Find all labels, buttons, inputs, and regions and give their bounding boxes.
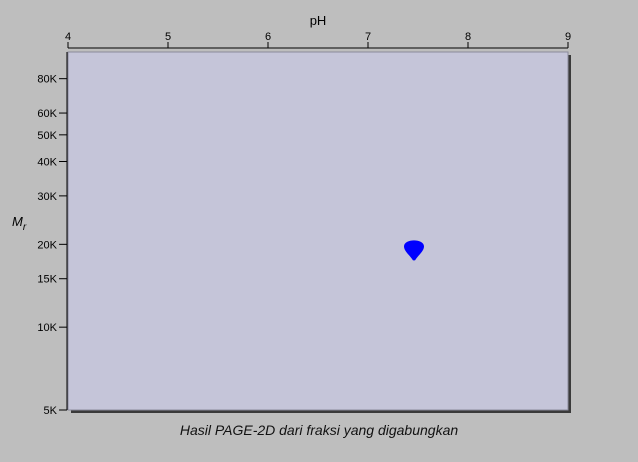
y-tick-label: 60K <box>37 108 57 120</box>
y-tick-label: 5K <box>44 405 58 417</box>
x-tick-label: 4 <box>65 31 71 43</box>
x-axis-title: pH <box>310 13 327 28</box>
y-tick-label: 15K <box>37 274 57 286</box>
x-axis: 4 5 6 7 8 9 <box>65 31 571 49</box>
protein-spots <box>404 240 424 261</box>
y-axis: 80K 60K 50K 40K 30K 20K 15K 10K 5K <box>37 52 68 417</box>
x-tick-label: 8 <box>465 31 471 43</box>
y-tick-label: 40K <box>37 156 57 168</box>
y-tick-label: 50K <box>37 130 57 142</box>
y-axis-title-subscript: r <box>23 222 27 233</box>
protein-spot <box>404 240 424 261</box>
y-tick-label: 80K <box>37 74 57 86</box>
y-axis-title-main: M <box>12 214 23 229</box>
x-tick-label: 5 <box>165 31 171 43</box>
x-tick-label: 7 <box>365 31 371 43</box>
y-axis-title: Mr <box>12 214 27 233</box>
plot-area <box>67 51 569 411</box>
y-tick-label: 30K <box>37 191 57 203</box>
y-tick-label: 20K <box>37 239 57 251</box>
y-tick-label: 10K <box>37 322 57 334</box>
x-tick-label: 9 <box>565 31 571 43</box>
x-tick-label: 6 <box>265 31 271 43</box>
figure-caption: Hasil PAGE-2D dari fraksi yang digabungk… <box>179 422 459 438</box>
